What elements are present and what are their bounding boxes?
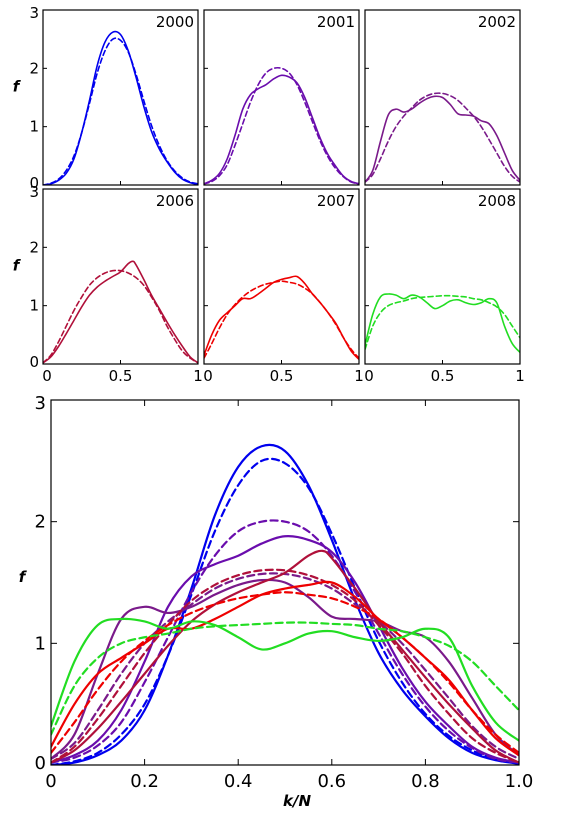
panel-2008: 2008 0 0.5 1	[364, 188, 525, 385]
x-tick-label: 0	[42, 367, 52, 385]
series-dashed-2000	[43, 37, 198, 185]
y-tick-label: 1	[29, 297, 39, 315]
panel-frame	[203, 188, 360, 365]
panel-2002: 2002	[364, 9, 521, 186]
y-tick-label: 0	[29, 353, 39, 371]
combined-series-dashed-2008	[51, 621, 519, 736]
series-solid-2001	[204, 74, 359, 185]
combined-lines	[51, 443, 519, 765]
panel-2000: 2000 0 1 2 3 f	[13, 4, 199, 192]
y-axis-label: f	[19, 568, 28, 586]
panel-year-label: 2007	[317, 192, 355, 210]
series-dashed-2001	[204, 66, 359, 185]
x-tick-label: 0.5	[270, 367, 294, 385]
combined-series-solid-2007	[51, 580, 519, 757]
combined-series-dashed-2000	[51, 457, 519, 765]
panel-lines	[365, 92, 520, 183]
panel-year-label: 2000	[156, 13, 194, 31]
y-tick-label: 3	[29, 183, 39, 201]
series-dashed-2008	[365, 294, 520, 351]
panel-frame	[42, 9, 199, 186]
panel-lines	[43, 260, 198, 364]
combined-series-solid-2006	[51, 549, 519, 764]
panel-year-label: 2008	[478, 192, 516, 210]
y-axis-label: f	[13, 257, 22, 275]
x-tick-label: 0	[364, 367, 374, 385]
combined-series-dashed-2001	[51, 519, 519, 764]
x-tick-label: 0.5	[109, 367, 133, 385]
panel-lines	[43, 30, 198, 185]
x-tick-label: 0.4	[224, 771, 253, 792]
x-tick-label: 1.0	[505, 771, 534, 792]
y-tick-label: 1	[35, 633, 46, 654]
panel-2001: 2001	[203, 9, 360, 186]
panel-lines	[204, 275, 359, 361]
combined-series-dashed-2006	[51, 568, 519, 764]
y-tick-label: 1	[29, 118, 39, 136]
panel-2006: 2006 0 1 2 3 f 0 0.5 1	[13, 183, 203, 385]
x-tick-label: 1	[515, 367, 525, 385]
y-tick-label: 2	[29, 238, 39, 256]
panel-year-label: 2002	[478, 13, 516, 31]
panel-frame	[42, 188, 199, 365]
combined-series-solid-2002	[51, 578, 519, 761]
combined-series-solid-2008	[51, 617, 519, 742]
combined-series-dashed-2007	[51, 591, 519, 754]
series-solid-2006	[43, 260, 198, 364]
x-tick-label: 0.6	[317, 771, 346, 792]
panel-year-label: 2001	[317, 13, 355, 31]
y-tick-label: 2	[29, 59, 39, 77]
y-axis-label: f	[13, 78, 22, 96]
y-tick-label: 0	[35, 753, 46, 774]
y-tick-label: 3	[29, 4, 39, 22]
x-tick-label: 0	[203, 367, 213, 385]
combined-series-solid-2000	[51, 443, 519, 765]
panel-lines	[204, 66, 359, 185]
x-axis-label: k/N	[283, 792, 311, 810]
series-solid-2008	[365, 293, 520, 354]
x-tick-label: 0.5	[431, 367, 455, 385]
series-solid-2002	[365, 95, 520, 183]
panel-frame	[364, 188, 521, 365]
series-solid-2007	[204, 275, 359, 361]
x-tick-label: 0	[45, 771, 56, 792]
x-tick-label: 0.8	[411, 771, 440, 792]
series-dashed-2007	[204, 280, 359, 359]
series-dashed-2006	[43, 269, 198, 364]
y-tick-label: 2	[35, 512, 46, 533]
panel-lines	[365, 293, 520, 354]
combined-panel: 0 1 2 3 0 0.2 0.4 0.6 0.8 1.0 f k/N	[19, 393, 534, 810]
series-dashed-2002	[365, 92, 520, 183]
combined-frame	[50, 399, 520, 766]
panel-2007: 2007 0 0.5 1	[203, 188, 364, 385]
x-tick-label: 1	[193, 367, 203, 385]
y-tick-label: 0	[29, 174, 39, 192]
y-tick-label: 3	[35, 393, 46, 414]
x-tick-label: 0.2	[130, 771, 159, 792]
series-solid-2000	[43, 30, 198, 185]
x-tick-label: 1	[354, 367, 364, 385]
combined-series-solid-2001	[51, 535, 519, 764]
panel-year-label: 2006	[156, 192, 194, 210]
